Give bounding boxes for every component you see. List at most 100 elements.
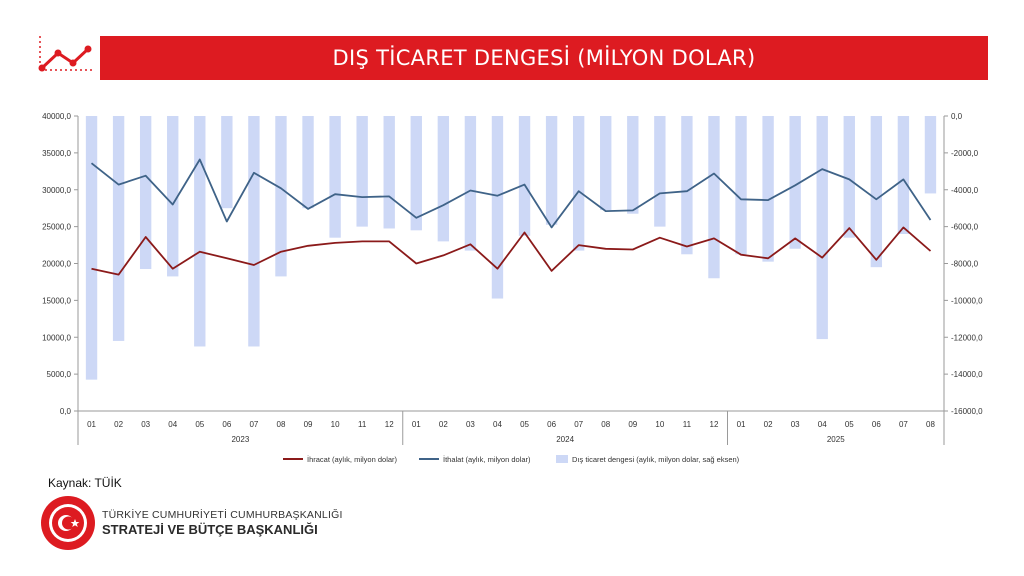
balance-bar: [572, 116, 585, 251]
left-tick-label: 25000,0: [42, 223, 71, 232]
x-tick-label: 12: [385, 420, 394, 429]
organization-logo: [41, 496, 95, 550]
x-tick-label: 11: [683, 420, 692, 429]
right-tick-label: -10000,0: [951, 296, 983, 305]
left-tick-label: 10000,0: [42, 333, 71, 342]
x-tick-label: 02: [114, 420, 123, 429]
right-tick-label: 0,0: [951, 112, 963, 121]
organization-name-line2: STRATEJİ VE BÜTÇE BAŞKANLIĞI: [102, 522, 318, 537]
balance-bar: [816, 116, 828, 340]
x-tick-label: 08: [926, 420, 935, 429]
balance-bar: [464, 116, 477, 251]
right-tick-label: -14000,0: [951, 370, 983, 379]
balance-bar: [843, 116, 855, 238]
x-tick-label: 06: [222, 420, 231, 429]
balance-bars: [85, 116, 937, 380]
source-label: Kaynak: TÜİK: [48, 476, 122, 490]
x-tick-label: 01: [87, 420, 96, 429]
page-title: DIŞ TİCARET DENGESİ (MİLYON DOLAR): [100, 36, 988, 80]
balance-bar: [789, 116, 801, 249]
balance-bar: [491, 116, 504, 299]
balance-bar: [329, 116, 341, 238]
year-label: 2025: [827, 435, 845, 444]
x-tick-label: 06: [872, 420, 881, 429]
balance-bar: [221, 116, 233, 209]
balance-bar: [248, 116, 260, 347]
balance-bar: [735, 116, 747, 255]
x-tick-label: 03: [791, 420, 800, 429]
x-tick-label: 06: [547, 420, 556, 429]
balance-bar: [708, 116, 720, 279]
x-tick-label: 04: [818, 420, 827, 429]
balance-bar: [302, 116, 314, 209]
balance-bar: [167, 116, 179, 277]
left-tick-label: 30000,0: [42, 186, 71, 195]
legend-balance-swatch: [556, 455, 568, 463]
right-tick-label: -8000,0: [951, 260, 979, 269]
x-tick-label: 03: [141, 420, 150, 429]
left-tick-label: 0,0: [60, 407, 72, 416]
balance-bar: [410, 116, 422, 231]
x-tick-label: 01: [737, 420, 746, 429]
x-tick-label: 05: [195, 420, 204, 429]
x-tick-label: 09: [628, 420, 637, 429]
balance-bar: [139, 116, 152, 270]
x-tick-label: 08: [277, 420, 286, 429]
x-tick-label: 11: [358, 420, 367, 429]
legend-import-label: İthalat (aylık, milyon dolar): [443, 455, 531, 464]
left-tick-label: 5000,0: [47, 370, 72, 379]
balance-bar: [681, 116, 693, 255]
legend-export-label: İhracat (aylık, milyon dolar): [307, 455, 398, 464]
balance-bar: [437, 116, 450, 242]
chart-legend: İhracat (aylık, milyon dolar) İthalat (ay…: [283, 455, 740, 464]
balance-bar: [897, 116, 910, 234]
x-tick-label: 09: [304, 420, 313, 429]
balance-bar: [600, 116, 612, 211]
x-tick-label: 07: [899, 420, 908, 429]
x-tick-label: 07: [249, 420, 258, 429]
balance-bar: [545, 116, 558, 225]
year-label: 2023: [231, 435, 249, 444]
x-tick-label: 10: [331, 420, 340, 429]
x-tick-label: 08: [601, 420, 610, 429]
balance-bar: [924, 116, 937, 194]
x-tick-label: 03: [466, 420, 475, 429]
x-tick-label: 04: [493, 420, 502, 429]
balance-bar: [275, 116, 287, 277]
balance-bar: [194, 116, 206, 347]
balance-bar: [85, 116, 98, 380]
chart-axes: 0,0 5000,0 10000,0 15000,0 20000,0 25000,0 300…: [42, 112, 983, 445]
import-series-line: [90, 158, 932, 229]
year-label: 2024: [556, 435, 574, 444]
left-tick-label: 40000,0: [42, 112, 71, 121]
balance-bar: [518, 116, 531, 236]
trend-line-chart-icon: [38, 36, 94, 72]
export-series-line: [91, 226, 932, 276]
x-tick-label: 02: [764, 420, 773, 429]
right-tick-label: -4000,0: [951, 186, 979, 195]
balance-bar: [627, 116, 639, 214]
left-tick-label: 20000,0: [42, 260, 71, 269]
left-tick-label: 35000,0: [42, 149, 71, 158]
x-tick-label: 01: [412, 420, 421, 429]
right-tick-label: -6000,0: [951, 223, 979, 232]
balance-bar: [654, 116, 666, 227]
x-tick-label: 10: [655, 420, 664, 429]
balance-bar: [112, 116, 125, 341]
balance-bar: [762, 116, 774, 262]
x-tick-label: 05: [520, 420, 529, 429]
x-tick-label: 04: [168, 420, 177, 429]
x-tick-label: 12: [710, 420, 719, 429]
chart-lines: [90, 158, 932, 276]
right-tick-label: -2000,0: [951, 149, 979, 158]
right-tick-label: -12000,0: [951, 333, 983, 342]
crescent-star-seal-icon: [41, 496, 95, 550]
x-tick-label: 05: [845, 420, 854, 429]
legend-balance-label: Dış ticaret dengesi (aylık, milyon dolar…: [572, 455, 740, 464]
balance-bar: [356, 116, 368, 227]
organization-name-line1: TÜRKİYE CUMHURİYETİ CUMHURBAŞKANLIĞI: [102, 509, 343, 521]
right-tick-label: -16000,0: [951, 407, 983, 416]
x-tick-label: 02: [439, 420, 448, 429]
left-tick-label: 15000,0: [42, 296, 71, 305]
